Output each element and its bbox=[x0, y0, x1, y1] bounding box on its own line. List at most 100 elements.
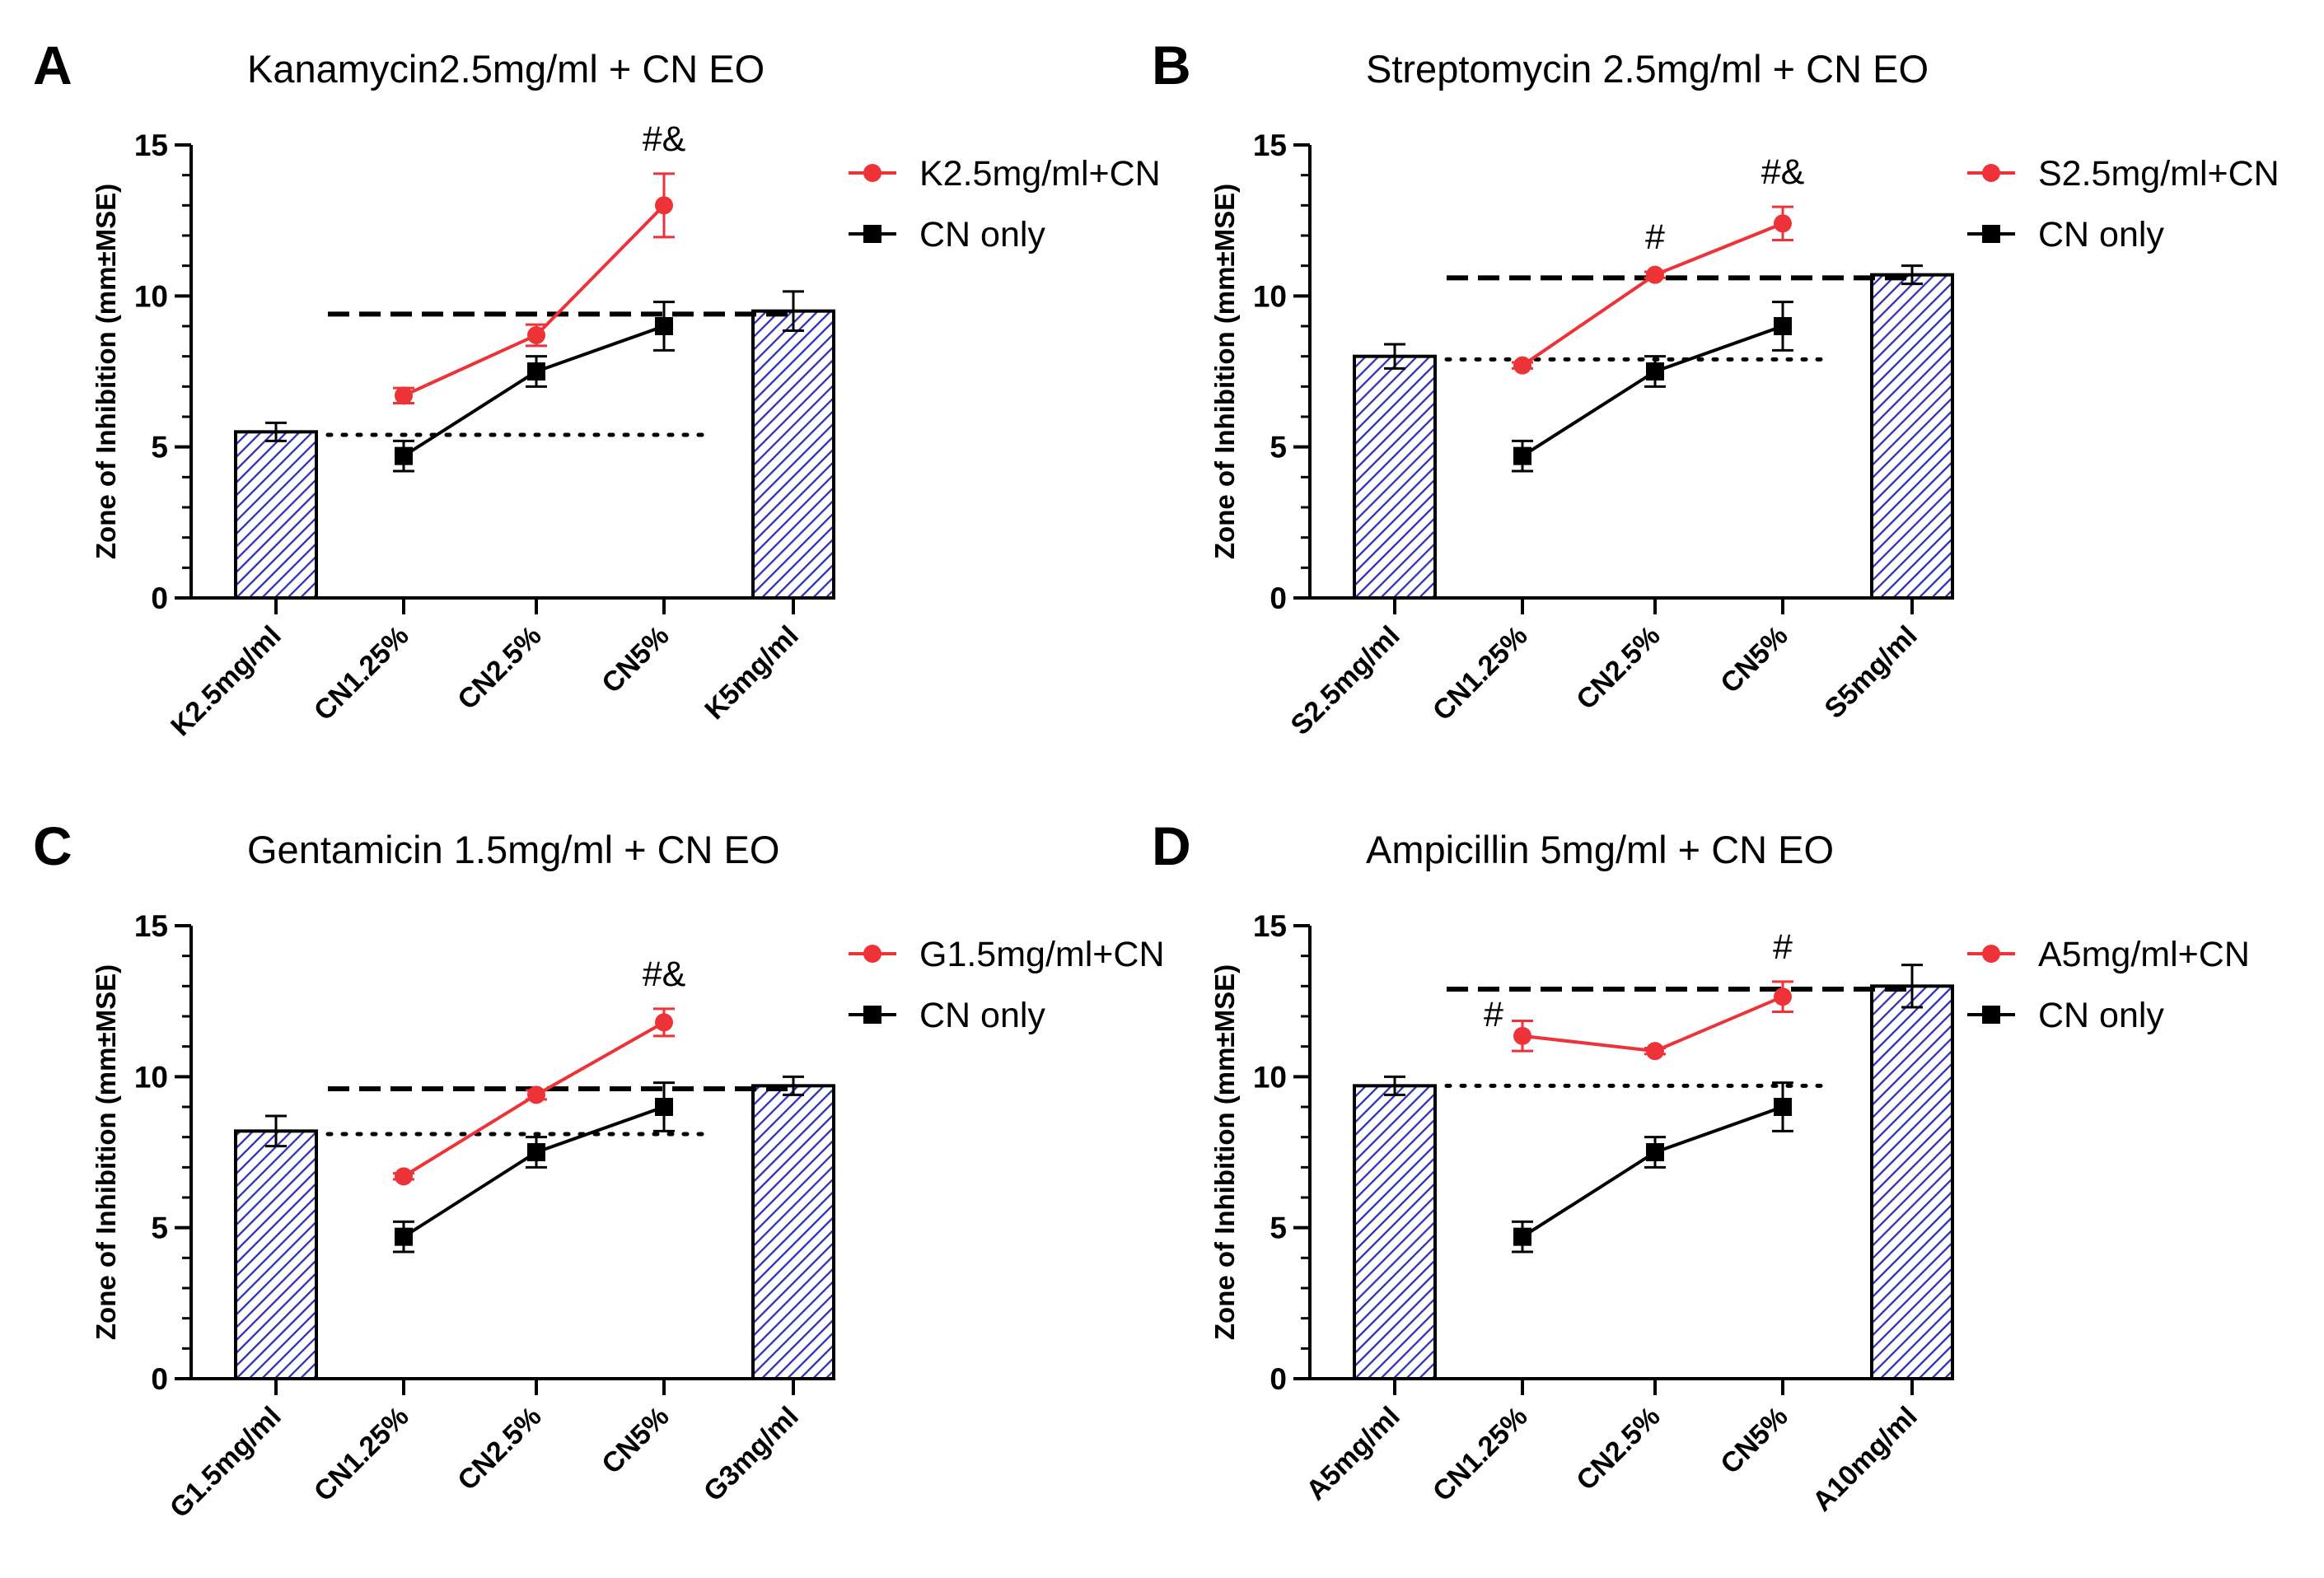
x-tick-label: CN1.25% bbox=[308, 620, 415, 727]
bar-G1.5mg/ml bbox=[234, 1129, 318, 1380]
y-tick-label: 10 bbox=[134, 1060, 168, 1094]
y-axis bbox=[1293, 924, 1312, 1380]
point-CN2.5% bbox=[1646, 1042, 1664, 1061]
point-CN2.5% bbox=[527, 1085, 545, 1104]
bar-error-G3mg/ml bbox=[783, 1075, 804, 1096]
x-tick-label: CN5% bbox=[596, 1401, 675, 1480]
chart-title: Gentamicin 1.5mg/ml + CN EO bbox=[247, 828, 779, 871]
point-CN1.25% bbox=[395, 386, 413, 405]
x-tick-label: CN2.5% bbox=[451, 1401, 547, 1496]
legend-label: CN only bbox=[919, 215, 1045, 254]
panel-letter: C bbox=[33, 815, 72, 876]
series-combo bbox=[1512, 980, 1793, 1061]
point-CN1.25% bbox=[1513, 446, 1531, 465]
point-CN5% bbox=[1774, 987, 1792, 1006]
significance-annotation: # bbox=[1645, 217, 1665, 257]
point-CN5% bbox=[655, 1013, 673, 1032]
bar-A5mg/ml bbox=[1353, 1084, 1437, 1380]
bar-error-A10mg/ml bbox=[1901, 964, 1923, 1009]
y-tick-label: 15 bbox=[134, 128, 168, 162]
chart-panel-a: A Kanamycin2.5mg/ml + CN EO Zone of Inhibi… bbox=[33, 35, 1161, 742]
bar-K5mg/ml bbox=[751, 309, 835, 600]
significance-annotation: # bbox=[1484, 995, 1503, 1034]
bar-error-S5mg/ml bbox=[1901, 264, 1923, 286]
series-cn-only bbox=[1512, 1081, 1793, 1254]
x-tick-label: CN1.25% bbox=[308, 1401, 415, 1508]
series-combo bbox=[1512, 205, 1793, 375]
bar-error-S2.5mg/ml bbox=[1384, 343, 1405, 370]
y-tick-label: 0 bbox=[1270, 581, 1287, 615]
point-CN5% bbox=[655, 317, 673, 335]
point-CN5% bbox=[1774, 1098, 1792, 1116]
legend-label: CN only bbox=[2038, 215, 2164, 254]
significance-annotation: #& bbox=[643, 119, 686, 159]
legend: S2.5mg/ml+CN CN only bbox=[1967, 154, 2280, 254]
point-CN1.25% bbox=[1513, 356, 1531, 375]
series-line bbox=[1521, 324, 1784, 458]
y-tick-label: 5 bbox=[151, 1212, 168, 1245]
x-tick-label: G1.5mg/ml bbox=[164, 1401, 288, 1524]
legend-marker-cn-only bbox=[1982, 1006, 2000, 1024]
legend: G1.5mg/ml+CN CN only bbox=[849, 935, 1165, 1035]
legend-label: G1.5mg/ml+CN bbox=[919, 935, 1165, 974]
bar-G3mg/ml bbox=[751, 1084, 835, 1380]
chart-title: Kanamycin2.5mg/ml + CN EO bbox=[247, 47, 765, 91]
series-cn-only bbox=[393, 1081, 675, 1254]
x-tick-label: CN1.25% bbox=[1427, 1401, 1534, 1508]
x-axis bbox=[189, 1377, 830, 1395]
legend-label: CN only bbox=[2038, 996, 2164, 1035]
series-line bbox=[402, 1105, 665, 1239]
bar-error-G1.5mg/ml bbox=[265, 1114, 287, 1148]
legend-marker-cn-only bbox=[1982, 225, 2000, 243]
x-tick-label: S5mg/ml bbox=[1819, 620, 1924, 725]
legend-label: A5mg/ml+CN bbox=[2038, 935, 2250, 974]
legend-marker-combo bbox=[863, 945, 881, 963]
bar-error-K2.5mg/ml bbox=[265, 421, 287, 442]
significance-annotation: #& bbox=[643, 955, 686, 994]
legend: K2.5mg/ml+CN CN only bbox=[849, 154, 1161, 254]
y-axis-label: Zone of Inhibition (mm±MSE) bbox=[91, 184, 121, 559]
y-axis bbox=[1293, 143, 1312, 600]
x-tick-label: CN5% bbox=[1714, 620, 1793, 699]
series-line bbox=[1521, 1105, 1784, 1239]
chart-title: Streptomycin 2.5mg/ml + CN EO bbox=[1366, 47, 1929, 91]
point-CN2.5% bbox=[1646, 362, 1664, 380]
point-CN1.25% bbox=[1513, 1227, 1531, 1246]
x-tick-label: S2.5mg/ml bbox=[1285, 620, 1406, 741]
y-axis-label: Zone of Inhibition (mm±MSE) bbox=[1209, 184, 1240, 559]
bar-S2.5mg/ml bbox=[1353, 354, 1437, 600]
point-CN1.25% bbox=[395, 446, 413, 465]
y-tick-label: 5 bbox=[1270, 431, 1287, 465]
y-tick-label: 10 bbox=[134, 279, 168, 313]
point-CN1.25% bbox=[1513, 1026, 1531, 1045]
point-CN5% bbox=[655, 196, 673, 215]
legend-marker-combo bbox=[863, 164, 881, 182]
point-CN2.5% bbox=[1646, 265, 1664, 284]
legend-marker-cn-only bbox=[863, 225, 881, 243]
x-tick-label: K2.5mg/ml bbox=[165, 620, 287, 742]
legend-marker-cn-only bbox=[863, 1006, 881, 1024]
series-cn-only bbox=[393, 301, 675, 473]
point-CN5% bbox=[1774, 317, 1792, 335]
point-CN2.5% bbox=[1646, 1143, 1664, 1161]
x-tick-label: A5mg/ml bbox=[1300, 1401, 1405, 1506]
significance-annotation: #& bbox=[1761, 152, 1805, 192]
bar-error-K5mg/ml bbox=[783, 290, 804, 332]
y-tick-label: 10 bbox=[1253, 279, 1287, 313]
point-CN2.5% bbox=[527, 362, 545, 380]
x-tick-label: A10mg/ml bbox=[1807, 1401, 1924, 1518]
x-tick-label: K5mg/ml bbox=[699, 620, 804, 726]
bar-A10mg/ml bbox=[1870, 984, 1954, 1380]
bar-S5mg/ml bbox=[1870, 273, 1954, 600]
series-combo bbox=[393, 172, 675, 405]
series-combo bbox=[393, 1007, 675, 1186]
panel-letter: A bbox=[33, 35, 72, 96]
x-tick-label: CN5% bbox=[1714, 1401, 1793, 1480]
y-tick-label: 15 bbox=[1253, 128, 1287, 162]
y-axis bbox=[175, 143, 193, 600]
y-tick-label: 5 bbox=[1270, 1212, 1287, 1245]
x-axis bbox=[1308, 1377, 1949, 1395]
y-tick-label: 0 bbox=[151, 1362, 168, 1396]
chart-panel-c: C Gentamicin 1.5mg/ml + CN EO Zone of Inhi… bbox=[33, 815, 1165, 1524]
